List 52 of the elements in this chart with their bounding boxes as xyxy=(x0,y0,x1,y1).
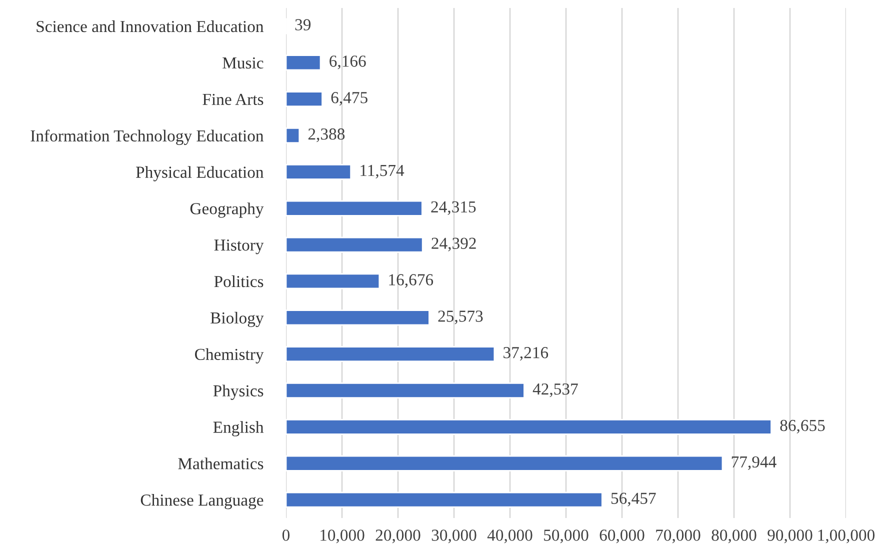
y-tick-label: Politics xyxy=(214,275,264,288)
x-tick-label: 1,00,000 xyxy=(818,530,875,544)
y-tick-label: Music xyxy=(222,57,264,69)
x-tick-label: 30,000 xyxy=(432,530,476,544)
bar xyxy=(286,310,430,326)
x-tick-label: 60,000 xyxy=(600,530,644,544)
data-label: 25,573 xyxy=(438,310,483,324)
data-label: 6,166 xyxy=(330,56,366,70)
bar xyxy=(286,91,323,108)
data-label: 37,216 xyxy=(504,347,548,361)
bar xyxy=(286,273,380,290)
bar xyxy=(286,236,424,253)
bar xyxy=(286,346,496,362)
y-tick-label: Physical Education xyxy=(136,166,264,182)
y-tick-label: Mathematics xyxy=(178,458,264,470)
bar xyxy=(286,128,300,144)
y-tick-label: Science and Innovation Education xyxy=(36,20,264,32)
y-tick-label: Chinese Language xyxy=(140,494,264,510)
data-label: 42,537 xyxy=(532,383,578,398)
bar xyxy=(286,492,603,508)
y-tick-label: Chemistry xyxy=(195,348,264,364)
x-tick-label: 10,000 xyxy=(320,530,364,544)
y-tick-label: Physics xyxy=(213,384,264,400)
data-label: 16,676 xyxy=(389,274,434,288)
data-label: 39 xyxy=(295,19,311,30)
y-tick-label: Information Technology Education xyxy=(30,130,264,145)
x-tick-label: 20,000 xyxy=(376,530,420,544)
x-tick-label: 90,000 xyxy=(768,530,812,544)
bar xyxy=(286,382,525,398)
data-label: 11,574 xyxy=(360,164,404,178)
y-tick-label: English xyxy=(213,421,264,436)
x-tick-label: 80,000 xyxy=(712,530,756,544)
bar xyxy=(286,164,352,180)
bar xyxy=(286,418,772,435)
y-tick-label: Geography xyxy=(190,202,264,218)
data-label: 6,475 xyxy=(331,92,368,106)
data-label: 24,315 xyxy=(431,201,476,215)
y-tick-label: Biology xyxy=(210,312,264,328)
data-label: 56,457 xyxy=(611,492,656,506)
bar xyxy=(286,54,322,71)
x-tick-label: 50,000 xyxy=(544,530,588,544)
x-tick-label: 40,000 xyxy=(487,530,532,544)
data-label: 2,388 xyxy=(308,128,345,142)
bar xyxy=(286,455,724,472)
data-label: 77,944 xyxy=(732,456,776,470)
y-tick-label: History xyxy=(214,240,264,254)
data-label: 24,392 xyxy=(432,238,476,252)
bar xyxy=(286,200,423,216)
data-label: 86,655 xyxy=(780,420,825,434)
x-tick-label: 0 xyxy=(282,530,290,541)
y-tick-label: Fine Arts xyxy=(202,94,264,106)
x-tick-label: 70,000 xyxy=(656,530,700,544)
